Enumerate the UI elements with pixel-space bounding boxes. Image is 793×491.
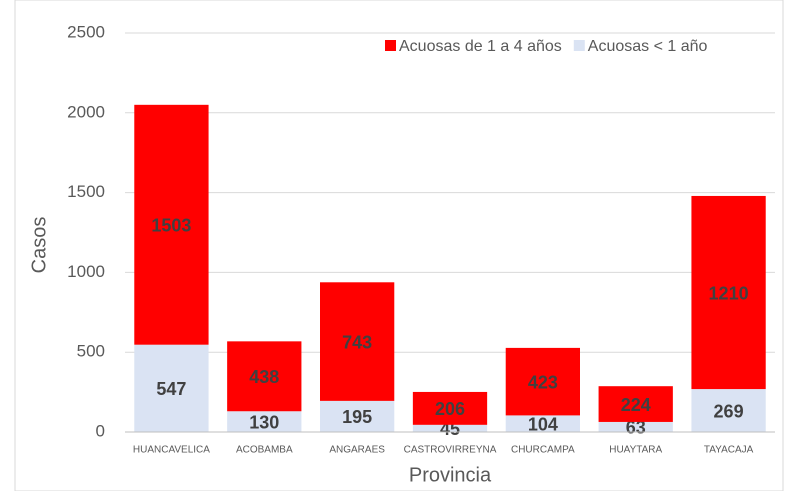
bar-segment <box>598 421 673 432</box>
bar-segment <box>412 391 488 425</box>
data-label: 743 <box>342 332 372 352</box>
y-tick-label: 2000 <box>67 102 105 121</box>
data-label: 63 <box>626 418 646 438</box>
x-tick-label: ANGARAES <box>329 445 385 456</box>
legend-label: Acuosas de 1 a 4 años <box>399 38 562 55</box>
bar-segment <box>505 347 580 416</box>
bar-segment <box>134 344 209 432</box>
y-tick-label: 2500 <box>67 22 105 41</box>
data-label: 547 <box>156 379 186 399</box>
data-label: 224 <box>621 395 651 415</box>
y-tick-label: 1000 <box>67 262 105 281</box>
y-tick-label: 500 <box>77 342 105 361</box>
bar-segment <box>227 341 302 412</box>
bar-segment <box>320 282 395 401</box>
legend-swatch <box>573 40 585 51</box>
x-tick-label: CASTROVIRREYNA <box>404 445 497 456</box>
bar-segment <box>412 424 488 432</box>
data-label: 104 <box>528 414 558 434</box>
data-label: 1210 <box>709 283 749 303</box>
data-label: 130 <box>249 412 279 432</box>
bar-segment <box>505 415 580 432</box>
bar-segment <box>691 389 766 432</box>
data-label: 195 <box>342 407 372 427</box>
y-axis-label: Casos <box>28 217 50 274</box>
bar-segment <box>227 411 302 432</box>
y-tick-label: 0 <box>96 421 105 440</box>
legend-swatch <box>385 40 396 51</box>
bar-segment <box>691 195 766 390</box>
x-tick-label: ACOBAMBA <box>236 445 293 456</box>
x-tick-label: TAYACAJA <box>704 445 754 456</box>
x-axis-label: Provincia <box>409 464 492 486</box>
data-label: 206 <box>435 399 465 419</box>
data-label: 423 <box>528 372 558 392</box>
bar-segment <box>598 386 673 422</box>
data-label: 1503 <box>151 216 191 236</box>
x-tick-label: CHURCAMPA <box>511 445 575 456</box>
data-label: 269 <box>714 401 744 421</box>
legend-label: Acuosas < 1 año <box>588 38 708 55</box>
x-tick-label: HUANCAVELICA <box>133 445 210 456</box>
bar-segment <box>134 104 209 345</box>
y-tick-label: 1500 <box>67 182 105 201</box>
data-label: 438 <box>249 367 279 387</box>
x-tick-label: HUAYTARA <box>609 445 662 456</box>
bar-segment <box>320 400 395 432</box>
